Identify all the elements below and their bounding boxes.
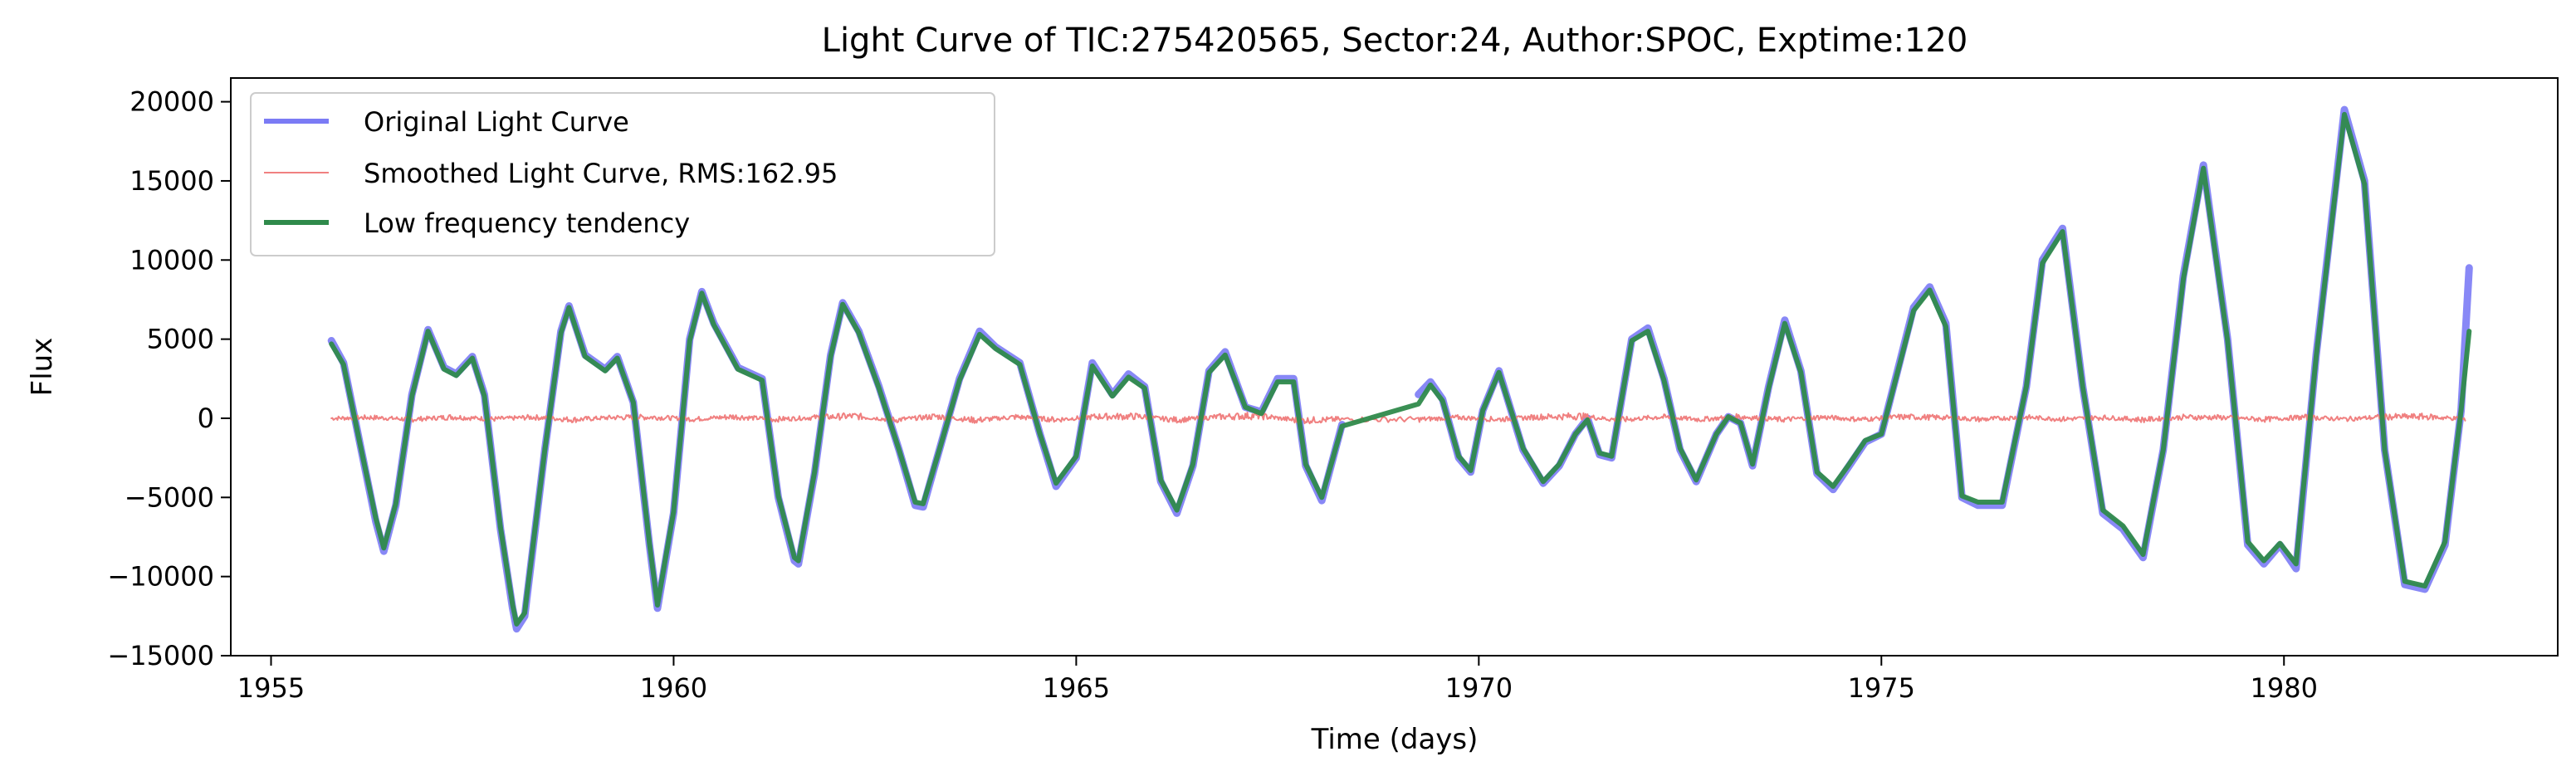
y-tick-label: −15000 (107, 640, 214, 671)
series-low-frequency-tendency (329, 111, 2472, 627)
y-tick-label: −5000 (125, 481, 214, 513)
series-original-light-curve (327, 287, 1346, 633)
plot-area (230, 77, 2559, 657)
legend-label-smoothed: Smoothed Light Curve, RMS:162.95 (364, 158, 838, 189)
y-tick-label: 20000 (130, 86, 214, 118)
legend-label-tendency: Low frequency tendency (364, 207, 690, 239)
legend-box (250, 92, 995, 256)
x-tick-label: 1975 (1848, 672, 1915, 704)
y-tick-label: 10000 (130, 244, 214, 276)
y-tick-label: 15000 (130, 165, 214, 197)
series-layer (327, 105, 2473, 633)
y-axis: −15000 −10000 −5000 0 5000 10000 15000 20000 (107, 86, 231, 671)
x-tick-label: 1970 (1445, 672, 1513, 704)
legend-label-original: Original Light Curve (364, 106, 629, 138)
series-original-light-curve (1415, 105, 2473, 593)
x-tick-label: 1965 (1043, 672, 1110, 704)
y-tick-label: 5000 (147, 324, 214, 355)
series-smoothed-light-curve (330, 411, 2466, 425)
x-tick-label: 1955 (237, 672, 305, 704)
x-tick-label: 1980 (2251, 672, 2318, 704)
y-axis-label: Flux (26, 338, 59, 397)
x-tick-label: 1960 (640, 672, 707, 704)
x-axis: 1955 1960 1965 1970 1975 1980 (237, 656, 2318, 704)
chart-title: Light Curve of TIC:275420565, Sector:24,… (822, 22, 1968, 60)
plot-frame (230, 77, 2559, 657)
legend: Original Light Curve Smoothed Light Curv… (250, 92, 995, 256)
y-tick-label: −10000 (107, 561, 214, 593)
y-tick-label: 0 (198, 403, 214, 434)
x-axis-label: Time (days) (1311, 723, 1479, 756)
